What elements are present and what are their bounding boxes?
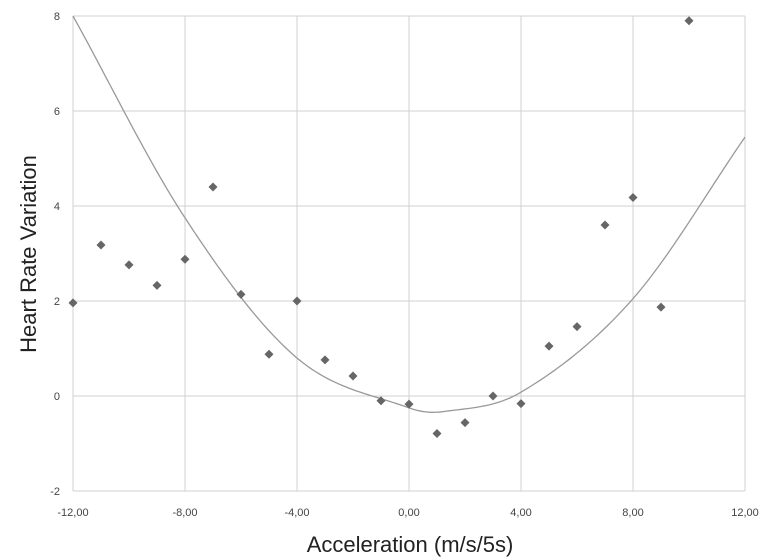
data-point	[376, 396, 386, 406]
data-point	[208, 182, 218, 192]
y-tick-label: 2	[54, 296, 60, 308]
data-point	[684, 16, 694, 26]
y-tick-label: 0	[54, 391, 60, 403]
data-point	[348, 371, 358, 381]
x-tick-label: 12,00	[731, 507, 759, 519]
data-point	[96, 240, 106, 250]
data-point	[656, 302, 666, 312]
data-point	[516, 399, 526, 409]
data-point	[600, 220, 610, 230]
gridlines	[72, 15, 746, 492]
data-points	[68, 16, 694, 439]
y-axis-title: Heart Rate Variation	[16, 155, 41, 353]
x-tick-label: -8,00	[172, 507, 197, 519]
data-point	[152, 280, 162, 290]
data-point	[236, 289, 246, 299]
data-point	[320, 355, 330, 365]
x-tick-label: 8,00	[622, 507, 643, 519]
data-point	[68, 298, 78, 308]
data-point	[544, 341, 554, 351]
data-point	[572, 322, 582, 332]
tick-labels: -12,00 -8,00 -4,00 0,00 4,00 8,00 12,00 -2 0 2 4 6 8	[50, 11, 759, 519]
data-point	[124, 260, 134, 270]
x-tick-label: 0,00	[398, 507, 419, 519]
y-tick-label: 8	[54, 11, 60, 23]
data-point	[488, 391, 498, 401]
x-axis-title: Acceleration (m/s/5s)	[307, 532, 514, 557]
y-tick-label: 6	[54, 106, 60, 118]
data-point	[628, 192, 638, 202]
data-point	[292, 296, 302, 306]
y-tick-label: -2	[50, 486, 60, 498]
data-point	[460, 418, 470, 428]
data-point	[404, 399, 414, 409]
x-tick-label: -12,00	[57, 507, 88, 519]
data-point	[432, 429, 442, 439]
y-tick-label: 4	[54, 201, 60, 213]
data-point	[264, 349, 274, 359]
data-point	[180, 254, 190, 264]
x-tick-label: 4,00	[510, 507, 531, 519]
x-tick-label: -4,00	[284, 507, 309, 519]
